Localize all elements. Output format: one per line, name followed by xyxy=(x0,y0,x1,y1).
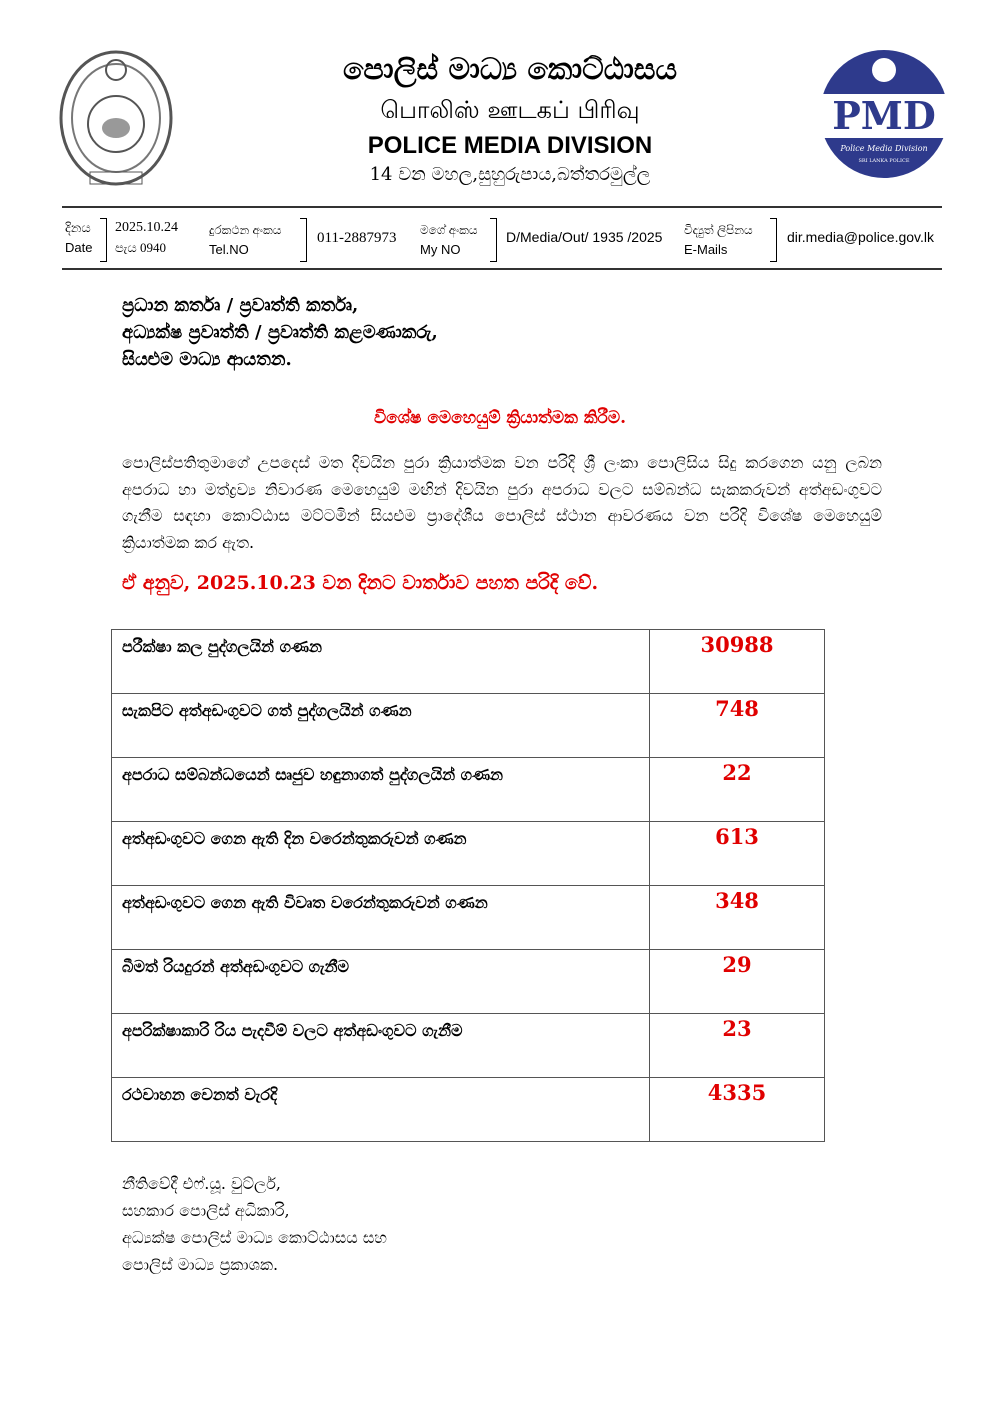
row-value: 748 xyxy=(649,693,825,758)
row-label: සැකපිට අත්අඩංගුවට ගත් පුද්ගලයින් ගණන xyxy=(111,693,650,758)
signature-block: නීතිවේදී එෆ්.යූ. වුට්ලර්, සහකාර පොලිස් අධ… xyxy=(122,1174,387,1274)
row-value: 30988 xyxy=(649,629,825,694)
title-sinhala: පොලිස් මාධ්‍ය කොට්ඨාසය xyxy=(342,52,678,87)
date-value: 2025.10.24 පැය 0940 xyxy=(115,220,178,255)
row-label: රථවාහන වෙනත් වැරදි xyxy=(111,1077,650,1142)
pmd-logo-sub2: SRI LANKA POLICE xyxy=(858,158,910,164)
pmd-logo-sub: Police Media Division xyxy=(840,144,928,153)
row-value: 348 xyxy=(649,885,825,950)
pmd-logo: PMD Police Media Division SRI LANKA POLI… xyxy=(816,50,952,178)
brace xyxy=(770,218,777,262)
title-tamil: பொலிஸ் ஊடகப் பிரிவு xyxy=(380,96,640,124)
table-row: අපරික්ෂාකාරි රිය පැදවීම් වලට අත්අඩංගුවට … xyxy=(111,1013,825,1078)
address: 14 වන මහල,සුහුරුපාය,බත්තරමුල්ල xyxy=(369,164,651,185)
tel-label: දුරකථන අංකය Tel.NO xyxy=(209,223,282,257)
row-label: බීමත් රියදුරන් අත්අඩංගුවට ගැනීම xyxy=(111,949,650,1014)
tel-value: 011-2887973 xyxy=(317,230,397,246)
row-label: අපරාධ සම්බන්ධයෙන් සෘජුව හඳුනාගත් පුද්ගලය… xyxy=(111,757,650,822)
divider xyxy=(62,206,942,208)
table-row: සැකපිට අත්අඩංගුවට ගත් පුද්ගලයින් ගණන 748 xyxy=(111,693,825,758)
table-row: අපරාධ සම්බන්ධයෙන් සෘජුව හඳුනාගත් පුද්ගලය… xyxy=(111,757,825,822)
divider xyxy=(62,268,942,270)
row-label: අපරික්ෂාකාරි රිය පැදවීම් වලට අත්අඩංගුවට … xyxy=(111,1013,650,1078)
myno-value: D/Media/Out/ 1935 /2025 xyxy=(506,229,663,245)
row-value: 613 xyxy=(649,821,825,886)
email-label: විද්‍යුත් ලිපිනය E-Mails xyxy=(684,223,753,257)
body-paragraph: පොලිස්පතිතුමාගේ උපදෙස් මත දිවයින පුරා ක්… xyxy=(122,453,882,552)
row-label: අත්අඩංගුවට ගෙන ඇති දින වරෙන්තුකරුවන් ගණන xyxy=(111,821,650,886)
report-line: ඒ අනුව, 2025.10.23 වන දිනට වාර්තාව පහත ප… xyxy=(122,572,599,594)
row-label: අත්අඩංගුවට ගෙන ඇති විවෘත වරෙන්තුකරුවන් ග… xyxy=(111,885,650,950)
row-value: 29 xyxy=(649,949,825,1014)
table-row: අත්අඩංගුවට ගෙන ඇති විවෘත වරෙන්තුකරුවන් ග… xyxy=(111,885,825,950)
brace xyxy=(490,218,497,262)
table-row: පරීක්ෂා කල පුද්ගලයින් ගණන 30988 xyxy=(111,629,825,694)
table-row: රථවාහන වෙනත් වැරදි 4335 xyxy=(111,1077,825,1142)
table-row: අත්අඩංගුවට ගෙන ඇති දින වරෙන්තුකරුවන් ගණන… xyxy=(111,821,825,886)
brace xyxy=(100,218,107,262)
myno-label: මගේ අංකය My NO xyxy=(420,223,478,257)
table-row: බීමත් රියදුරන් අත්අඩංගුවට ගැනීම 29 xyxy=(111,949,825,1014)
brace xyxy=(300,218,307,262)
row-value: 4335 xyxy=(649,1077,825,1142)
title-english: POLICE MEDIA DIVISION xyxy=(367,132,653,159)
subject: විශේෂ මෙහෙයුම් ක්‍රියාත්මක කිරීම. xyxy=(373,408,627,428)
police-crest-icon xyxy=(872,58,896,82)
row-value: 22 xyxy=(649,757,825,822)
email-value: dir.media@police.gov.lk xyxy=(787,229,935,245)
pmd-logo-text: PMD xyxy=(816,94,952,138)
statistics-table: පරීක්ෂා කල පුද්ගලයින් ගණන 30988 සැකපිට අත… xyxy=(111,629,825,1142)
row-value: 23 xyxy=(649,1013,825,1078)
addressees: ප්‍රධාන කර්තෘ / ප්‍රවෘත්ති කර්තෘ, අධ්‍යක්… xyxy=(122,295,438,370)
police-emblem-logo xyxy=(59,50,173,186)
date-label: දිනය Date xyxy=(65,220,93,255)
row-label: පරීක්ෂා කල පුද්ගලයින් ගණන xyxy=(111,629,650,694)
